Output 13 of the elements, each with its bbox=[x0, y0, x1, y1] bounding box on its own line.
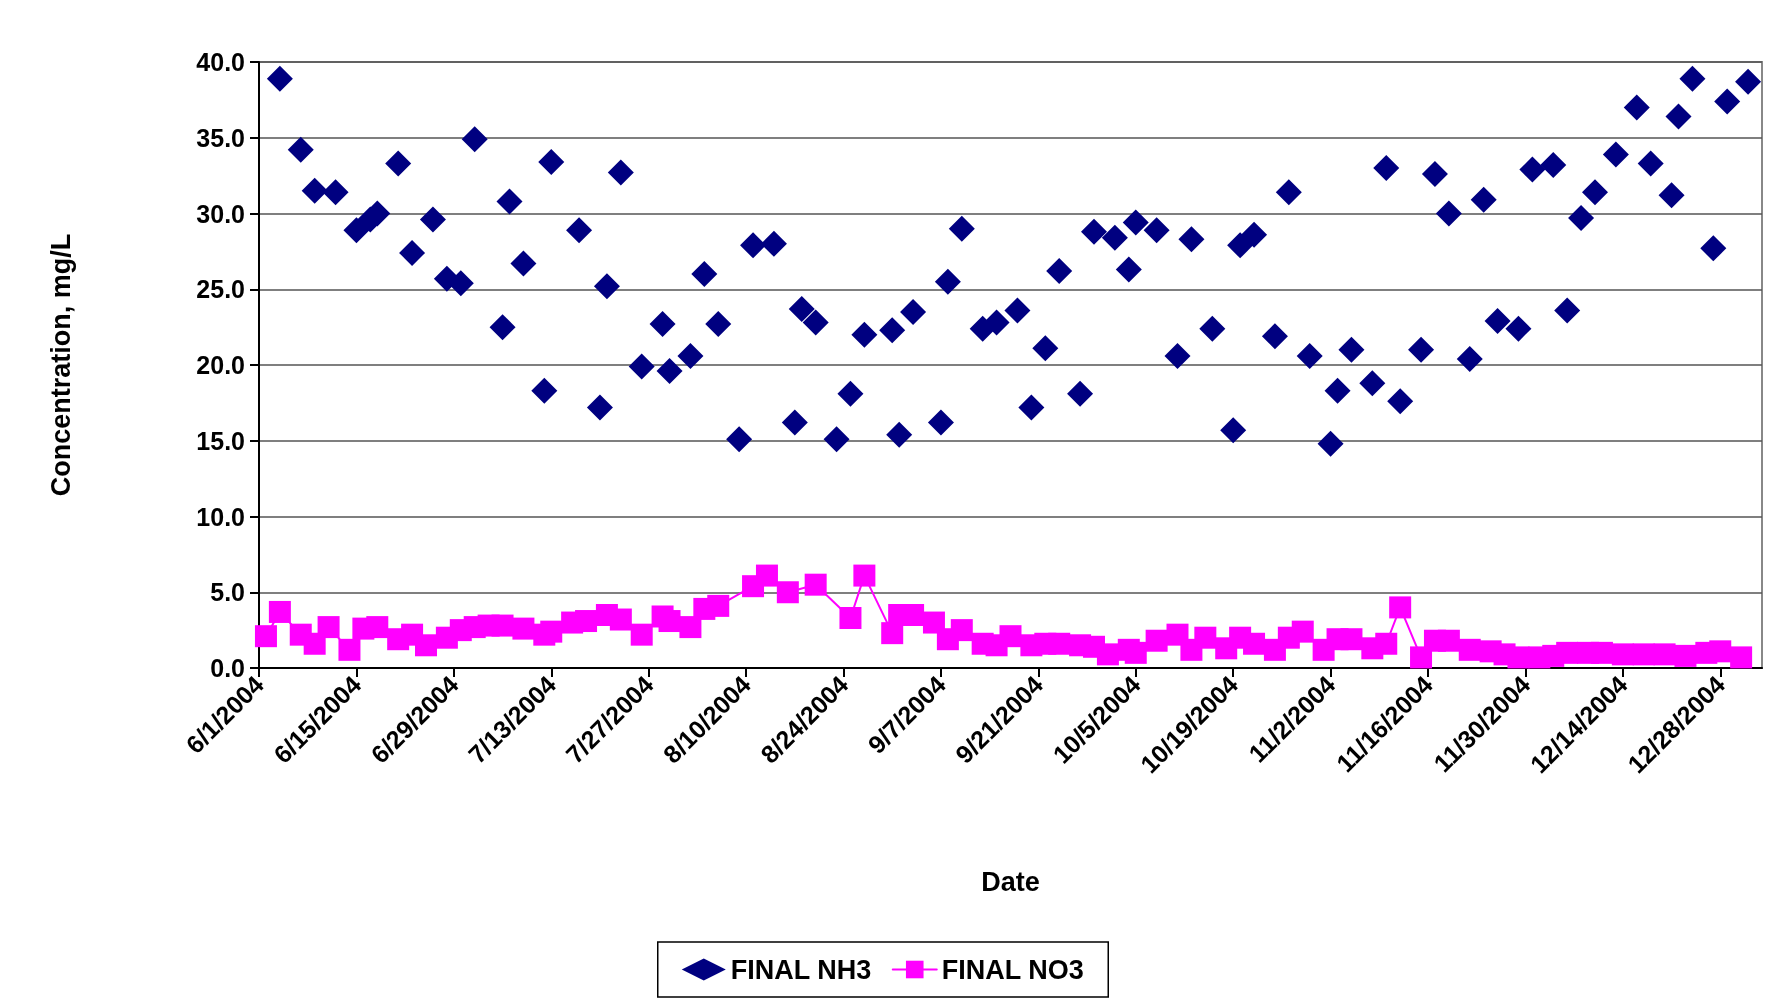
legend-label: FINAL NO3 bbox=[941, 954, 1084, 985]
y-tick-label: 30.0 bbox=[196, 199, 245, 228]
y-tick-label: 15.0 bbox=[196, 426, 245, 455]
x-axis-title: Date bbox=[981, 866, 1040, 897]
y-tick-label: 10.0 bbox=[196, 502, 245, 531]
y-tick-label: 5.0 bbox=[210, 578, 245, 607]
y-tick-label: 40.0 bbox=[196, 48, 245, 76]
y-axis-title: Concentration, mg/L bbox=[45, 233, 76, 497]
y-tick-label: 25.0 bbox=[196, 275, 245, 304]
y-tick-label: 0.0 bbox=[210, 654, 245, 682]
legend-label: FINAL NH3 bbox=[730, 954, 872, 985]
y-tick-label: 35.0 bbox=[196, 123, 245, 152]
y-tick-label: 20.0 bbox=[196, 351, 245, 379]
